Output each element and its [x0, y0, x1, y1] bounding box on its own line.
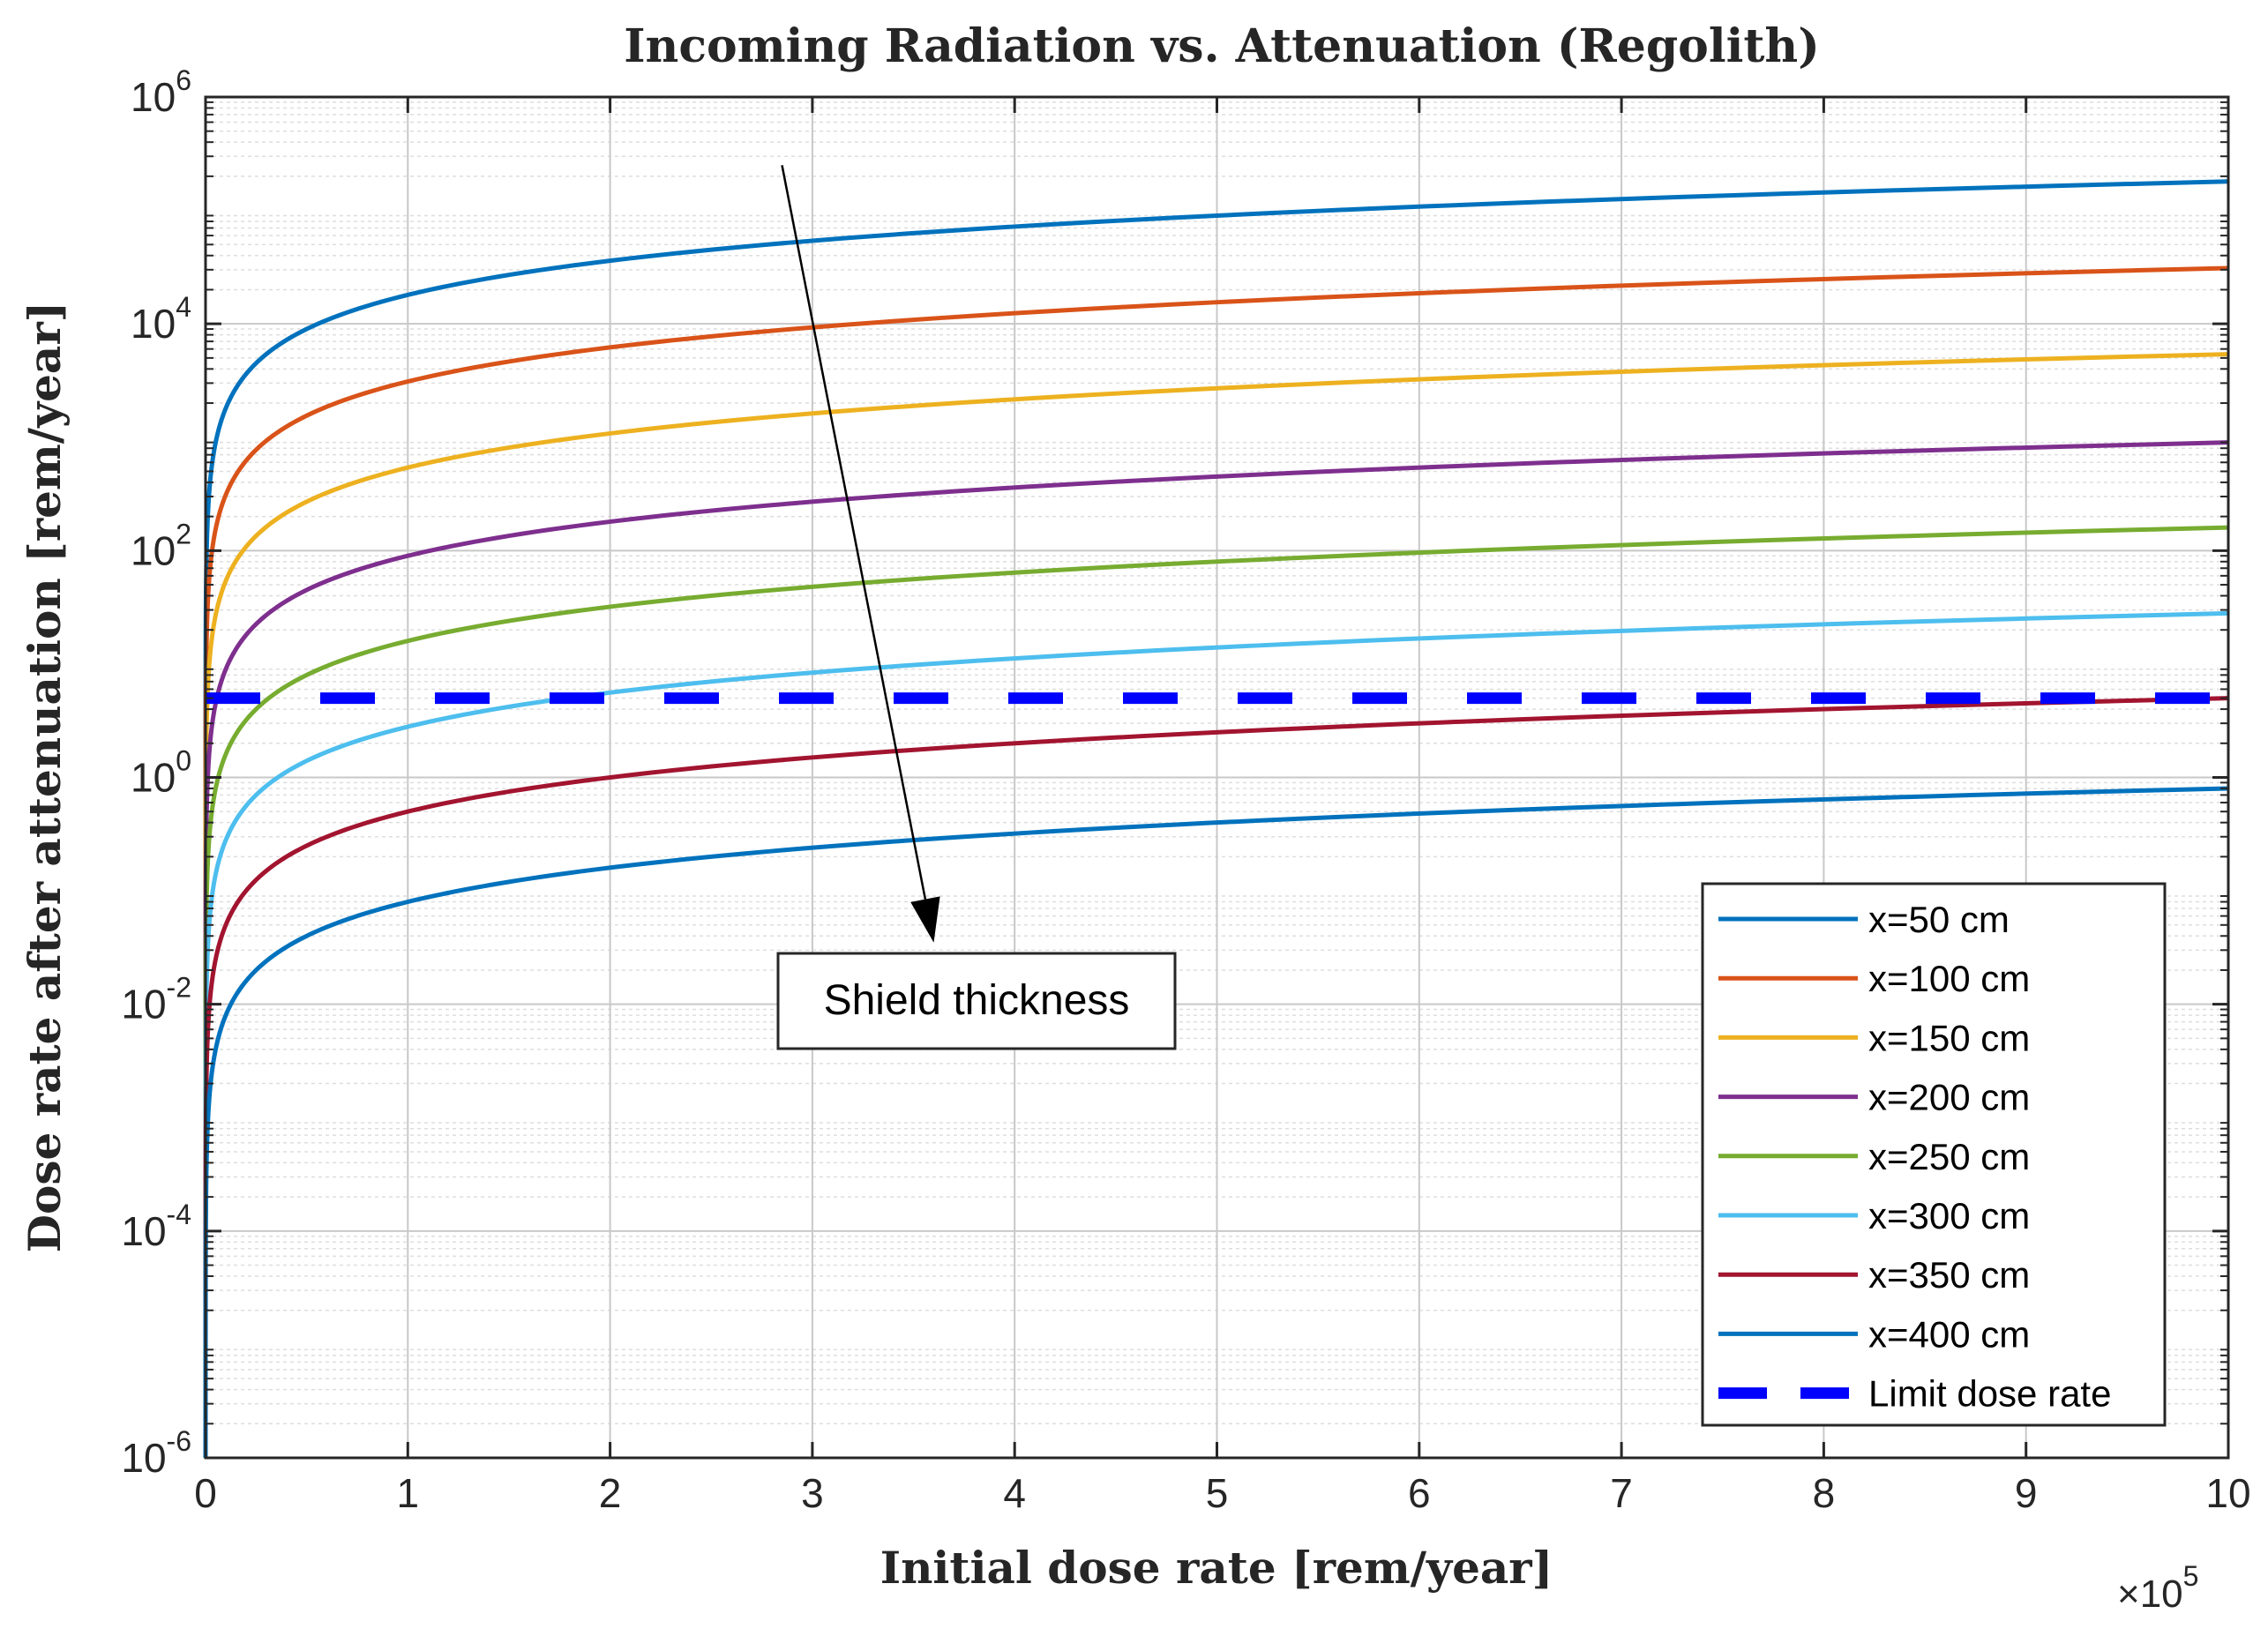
legend-label: x=150 cm	[1868, 1017, 2030, 1058]
x-tick-label: 9	[2015, 1470, 2038, 1516]
y-axis-label: Dose rate after attenuation [rem/year]	[19, 302, 71, 1253]
x-tick-label: 1	[397, 1470, 420, 1516]
y-tick-label: 10-2	[121, 972, 191, 1027]
annotation-box	[776, 952, 1177, 1050]
legend-label: x=50 cm	[1868, 899, 2010, 940]
annotation-layer: Shield thickness	[776, 165, 1177, 1050]
y-tick-label: 106	[131, 64, 191, 120]
x-tick-label: 8	[1813, 1470, 1836, 1516]
x-tick-label: 4	[1003, 1470, 1026, 1516]
annotation-text: Shield thickness	[824, 977, 1130, 1024]
legend-label: x=400 cm	[1868, 1313, 2030, 1355]
legend-label: x=300 cm	[1868, 1195, 2030, 1236]
x-tick-label: 10	[2205, 1470, 2250, 1516]
chart-title: Incoming Radiation vs. Attenuation (Rego…	[624, 19, 1820, 73]
x-exponent-base: ×10	[2117, 1573, 2183, 1616]
y-tick-label: 10-4	[121, 1199, 191, 1254]
y-tick-label: 100	[131, 745, 191, 801]
legend-label: x=100 cm	[1868, 958, 2030, 999]
annotation-arrow-line	[781, 165, 927, 900]
y-tick-label: 104	[131, 291, 191, 347]
x-tick-label: 7	[1610, 1470, 1633, 1516]
tick-layer: 0 1 2 3 4 5 6 7 8 9 10 10-6 10-4 10-2 100 102 104 106	[121, 64, 2250, 1516]
x-tick-label: 0	[194, 1470, 217, 1516]
x-axis-label: Initial dose rate [rem/year]	[880, 1542, 1553, 1594]
y-tick-label: 10-6	[121, 1425, 191, 1481]
legend-label: x=200 cm	[1868, 1077, 2030, 1118]
x-tick-label: 3	[801, 1470, 824, 1516]
x-tick-label: 6	[1408, 1470, 1431, 1516]
x-tick-label: 5	[1206, 1470, 1229, 1516]
legend-label: x=250 cm	[1868, 1136, 2030, 1177]
y-tick-label: 102	[131, 518, 191, 573]
legend-label: x=350 cm	[1868, 1254, 2030, 1296]
x-exponent-power: 5	[2183, 1560, 2199, 1592]
annotation-arrow-head	[910, 896, 940, 943]
legend: x=50 cm x=100 cm x=150 cm x=200 cm x=250 cm x…	[1701, 882, 2167, 1427]
x-axis-exponent: ×105	[2117, 1560, 2198, 1616]
legend-label: Limit dose rate	[1868, 1373, 2111, 1415]
x-tick-label: 2	[599, 1470, 622, 1516]
